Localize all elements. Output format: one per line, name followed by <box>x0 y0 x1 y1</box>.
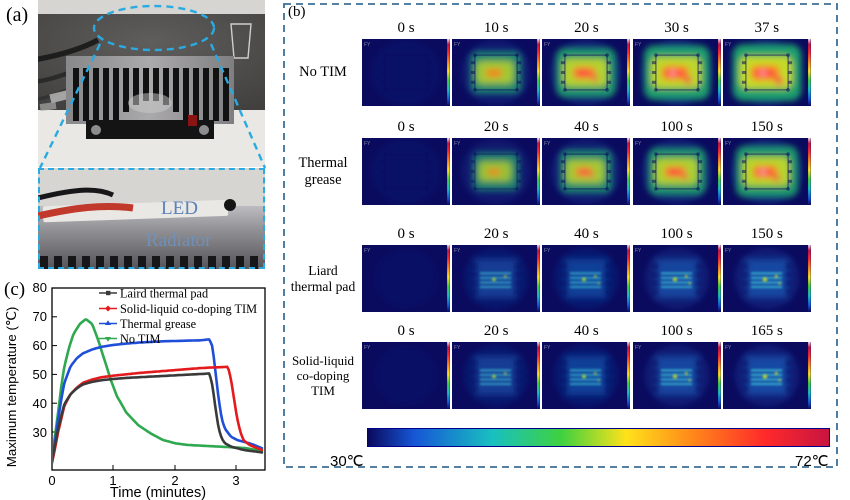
svg-text:FY: FY <box>725 141 732 147</box>
svg-text:FY: FY <box>635 345 642 351</box>
svg-text:FY: FY <box>454 345 461 351</box>
svg-text:FY: FY <box>454 248 461 254</box>
svg-text:FY: FY <box>364 345 371 351</box>
svg-text:FY: FY <box>364 141 371 147</box>
svg-text:FY: FY <box>725 345 732 351</box>
svg-text:FY: FY <box>544 42 551 48</box>
svg-text:FY: FY <box>725 248 732 254</box>
svg-text:FY: FY <box>544 248 551 254</box>
svg-text:FY: FY <box>454 141 461 147</box>
svg-text:FY: FY <box>635 141 642 147</box>
svg-text:FY: FY <box>364 248 371 254</box>
svg-text:FY: FY <box>364 42 371 48</box>
svg-text:FY: FY <box>454 42 461 48</box>
svg-text:FY: FY <box>725 42 732 48</box>
svg-text:FY: FY <box>544 345 551 351</box>
svg-text:FY: FY <box>635 42 642 48</box>
svg-text:FY: FY <box>635 248 642 254</box>
svg-text:FY: FY <box>544 141 551 147</box>
